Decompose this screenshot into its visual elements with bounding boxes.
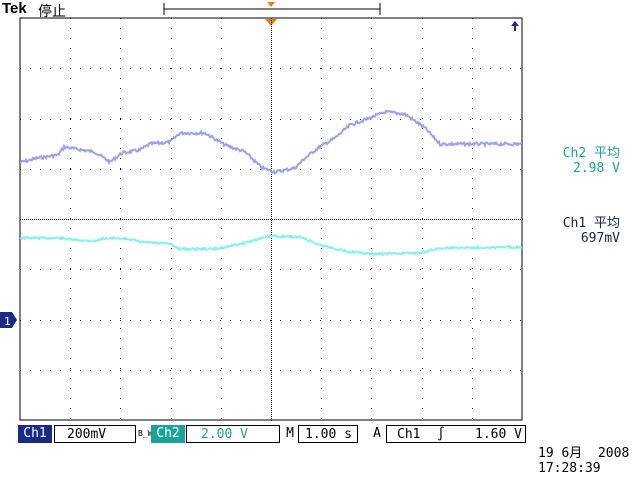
- graticule-grid: [20, 18, 523, 421]
- ch2-button[interactable]: Ch2: [151, 425, 185, 443]
- trigger-position-marker-top: [267, 2, 275, 7]
- ch2-scale[interactable]: 2.00 V: [186, 425, 280, 443]
- ch1-measure-value: 697mV: [580, 231, 620, 246]
- timebase-label: M: [286, 426, 294, 441]
- acquisition-status: 停止: [38, 4, 66, 20]
- date-time-readout: 19 6月 2008 17:28:39: [538, 446, 629, 476]
- ch1-button[interactable]: Ch1: [18, 425, 52, 443]
- ch1-scale[interactable]: 200mV: [54, 425, 136, 443]
- svg-text:1: 1: [4, 315, 11, 328]
- trigger-source: Ch1: [397, 427, 421, 442]
- trigger-level-marker: [511, 21, 519, 26]
- ch2-measure-value: 2.98 V: [573, 161, 620, 176]
- ch1-average-readout: Ch1 平均 697mV: [530, 212, 620, 246]
- ch1-waveform: [19, 233, 523, 257]
- ch1-measure-label: Ch1 平均: [562, 216, 620, 231]
- trigger-slope-icon: ∫: [437, 427, 445, 442]
- ch2-waveform: [19, 109, 523, 175]
- tek-logo: Tek: [2, 0, 27, 17]
- ch2-measure-label: Ch2 平均: [562, 146, 620, 161]
- ch2-average-readout: Ch2 平均 2.98 V: [530, 142, 620, 176]
- ch1-ground-marker[interactable]: 1: [0, 312, 17, 328]
- timebase-scale[interactable]: 1.00 s: [298, 425, 358, 443]
- trigger-settings[interactable]: Ch1 ∫ 1.60 V: [386, 425, 526, 443]
- time-text: 17:28:39: [538, 461, 601, 476]
- trigger-level: 1.60 V: [475, 427, 522, 442]
- date-text: 19 6月 2008: [538, 446, 630, 461]
- bandwidth-limit-indicator: B_W: [138, 429, 153, 438]
- trigger-label: A: [373, 426, 381, 441]
- record-view-bracket: [163, 3, 381, 15]
